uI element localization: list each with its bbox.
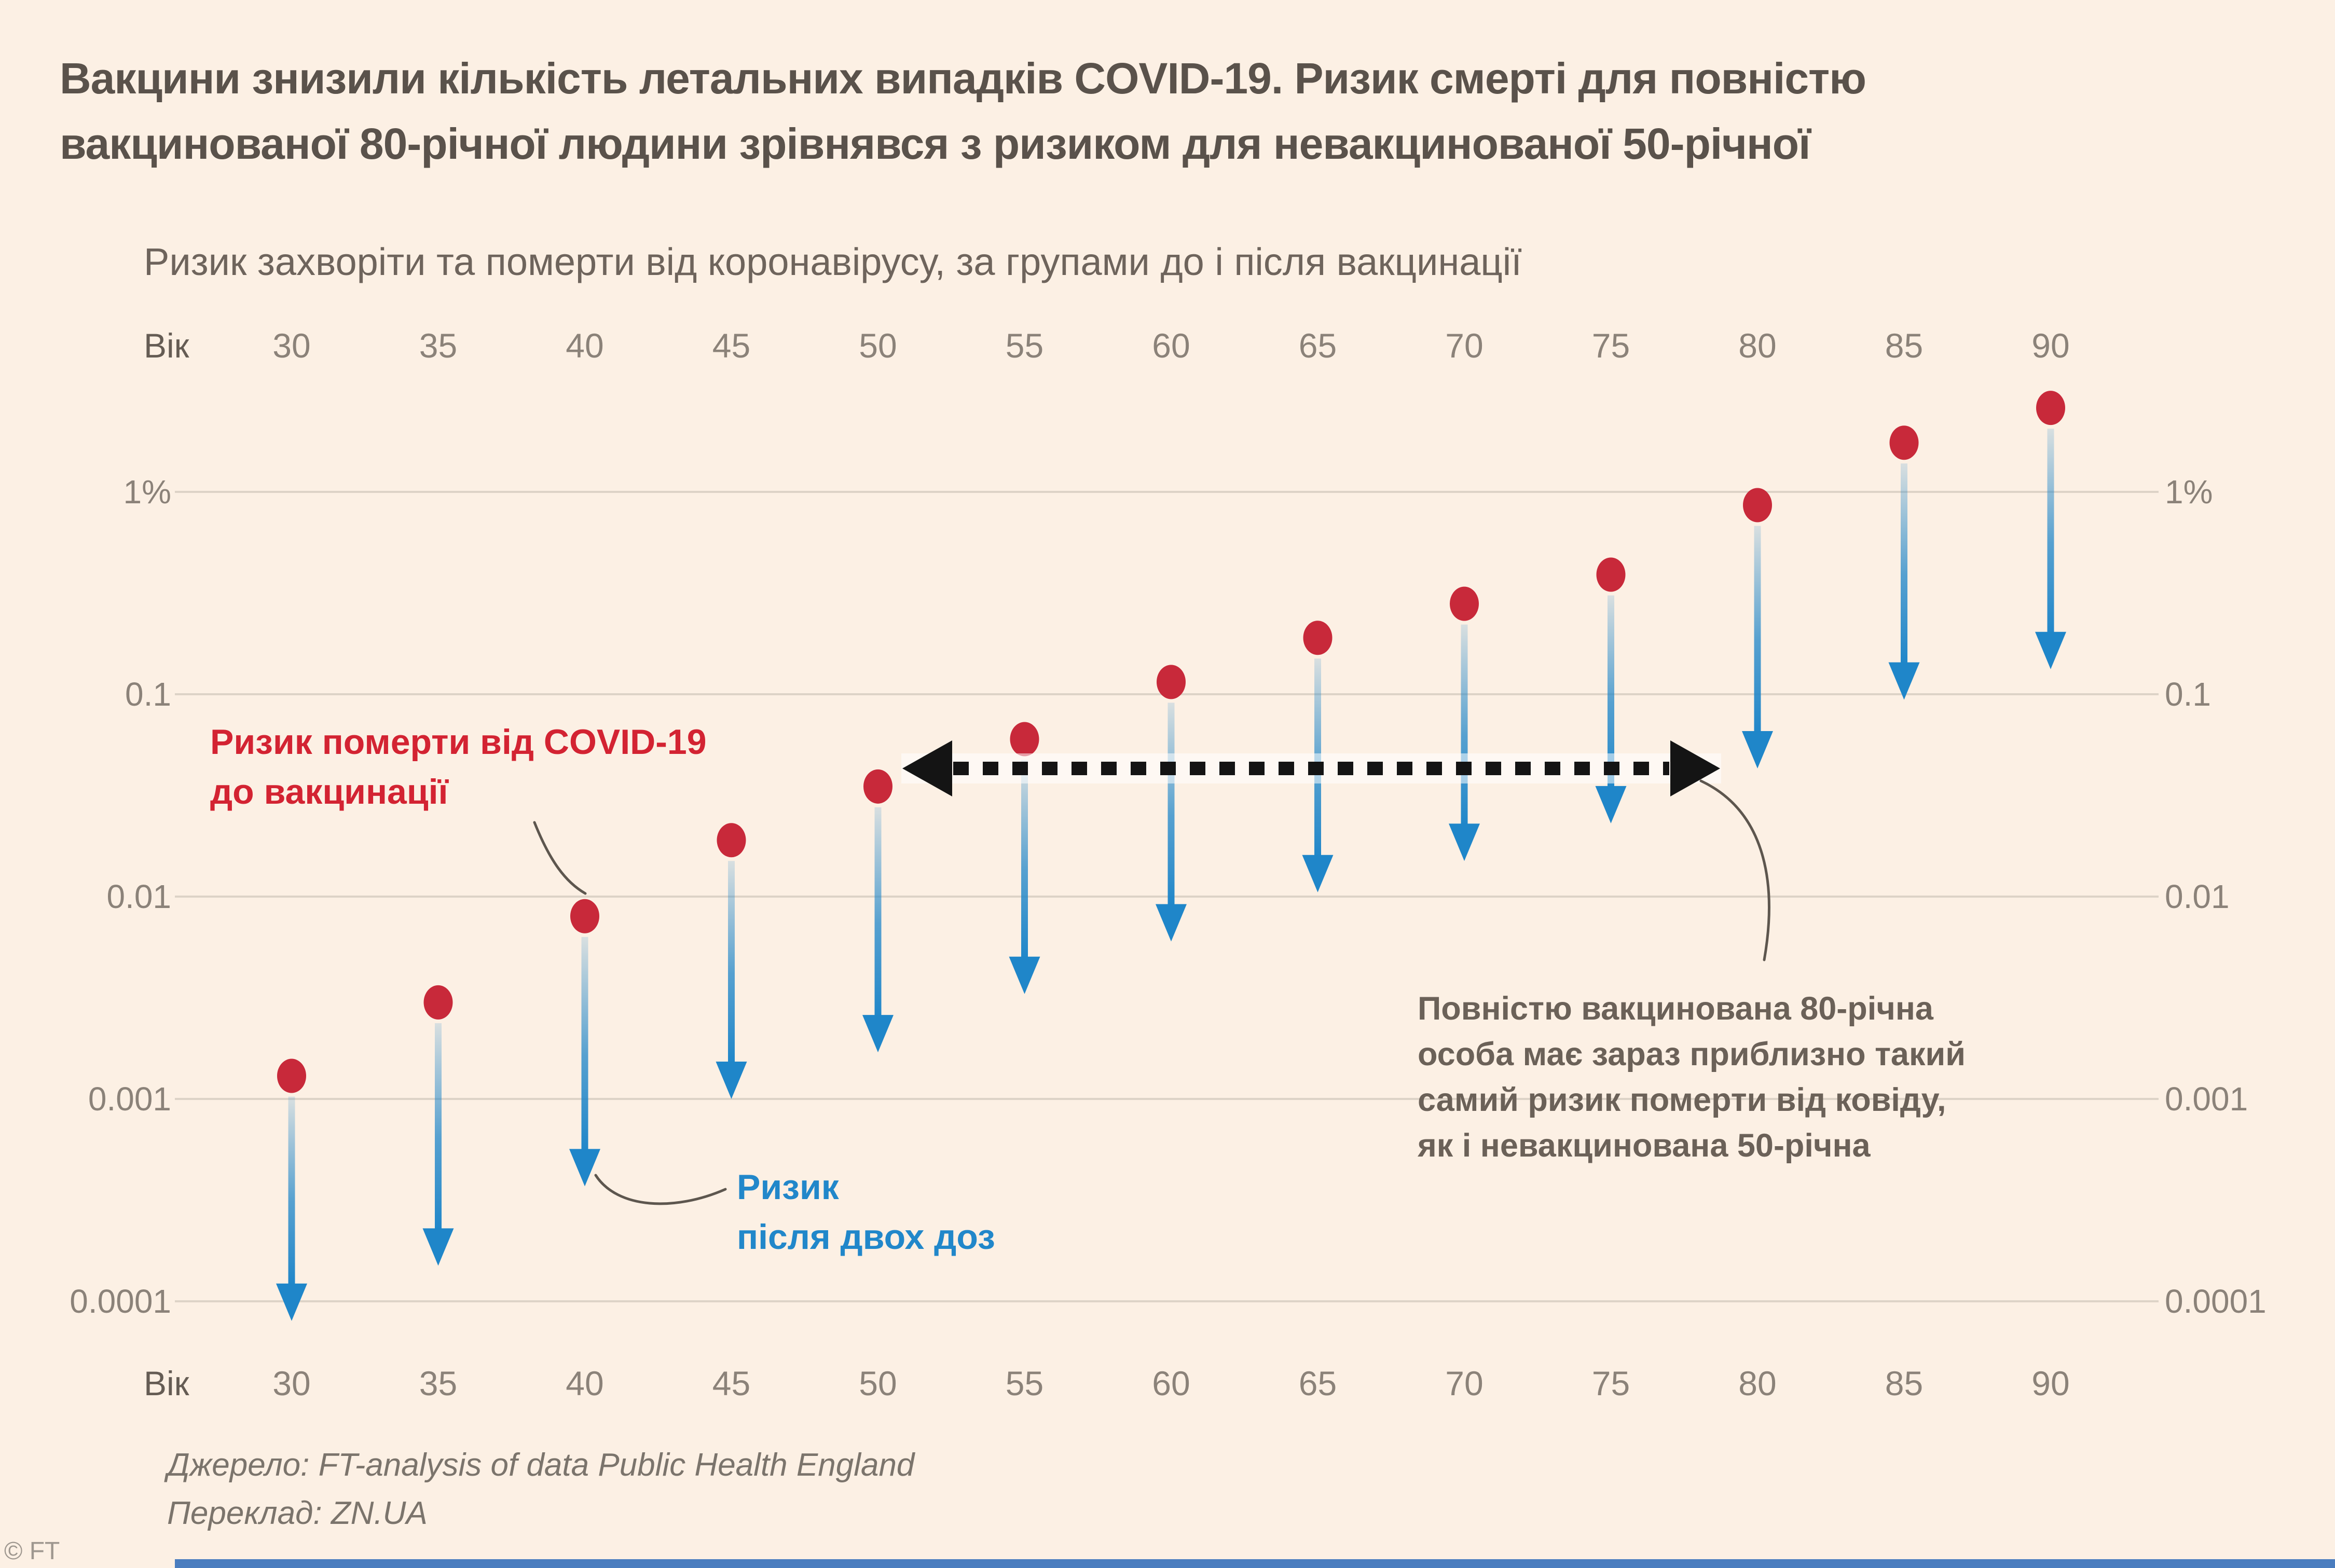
age-tick: 75 [1591,1364,1630,1402]
age-tick: 90 [2031,326,2070,365]
risk-drop-arrowhead [2035,631,2066,669]
age-tick: 40 [566,326,604,365]
age-tick: 40 [566,1364,604,1402]
risk-drop-arrow-shaft [1168,703,1175,908]
pre-vaccination-risk-dot [1743,488,1772,522]
age-tick: 85 [1885,326,1924,365]
pre-vaccination-risk-dot [717,823,746,858]
risk-drop-arrowhead [1595,786,1627,823]
risk-drop-arrowhead [1302,855,1334,892]
age-tick: 80 [1738,1364,1777,1402]
risk-drop-arrowhead [276,1283,307,1321]
age-tick: 35 [419,326,458,365]
age-tick: 55 [1005,1364,1044,1402]
risk-drop-arrowhead [1156,904,1187,942]
age-tick: 65 [1298,1364,1337,1402]
age-tick: 30 [272,1364,311,1402]
age-tick: 60 [1152,1364,1190,1402]
risk-drop-arrow-shaft [1754,526,1761,735]
series-label-after-two-doses: Ризик після двох доз [737,1167,995,1257]
y-axis-tick: 1% [123,473,172,511]
y-axis-tick: 0.1 [125,676,171,713]
age-tick: 50 [859,1364,897,1402]
y-axis-tick: 0.01 [2165,878,2230,915]
age-tick: 85 [1885,1364,1924,1402]
risk-drop-arrow-shaft [728,861,735,1065]
y-axis-tick: 0.001 [2165,1080,2248,1118]
age-tick: 90 [2031,1364,2070,1402]
pre-vaccination-risk-dot [1157,665,1186,699]
risk-drop-arrowhead [1449,823,1480,861]
age-tick: 70 [1445,1364,1484,1402]
risk-drop-arrow-shaft [435,1023,442,1232]
risk-drop-arrow-shaft [1901,463,1907,666]
y-axis-tick: 1% [2165,473,2213,511]
ft-copyright: © FT [4,1537,60,1565]
pre-vaccination-risk-dot [277,1058,306,1093]
comparison-annotation: Повністю вакцинована 80-річна особа має … [1418,991,1966,1164]
y-axis-tick: 0.1 [2165,676,2211,713]
age-tick: 60 [1152,326,1190,365]
risk-drop-arrow-shaft [581,937,588,1153]
pre-vaccination-risk-dot [863,769,892,804]
pre-vaccination-risk-dot [1450,586,1479,621]
risk-drop-arrow-shaft [288,1096,295,1287]
pre-vaccination-risk-dot [570,899,599,933]
age-tick: 80 [1738,326,1777,365]
footer-accent-bar [175,1559,2335,1568]
risk-drop-arrow-shaft [874,807,882,1019]
age-tick: 65 [1298,326,1337,365]
age-tick: 50 [859,326,897,365]
risk-drop-arrowhead [569,1149,600,1187]
pre-vaccination-risk-dot [1889,425,1919,460]
age-tick: 35 [419,1364,458,1402]
pre-vaccination-risk-dot [1010,722,1039,757]
risk-drop-arrow-shaft [1021,760,1028,960]
age-tick: 45 [712,1364,751,1402]
risk-drop-arrow-shaft [2047,429,2054,636]
age-tick: 55 [1005,326,1044,365]
risk-drop-arrow-shaft [1461,624,1468,828]
series-label-before-vaccination: Ризик померти від COVID-19 до вакцинації [210,722,707,811]
source-text: Джерело: FT-analysis of data Public Heal… [167,1447,915,1483]
age-axis-label-bottom: Вік [144,1364,189,1402]
age-tick: 75 [1591,326,1630,365]
comparison-arrowhead-right [1670,740,1720,796]
y-axis-tick: 0.01 [106,878,171,915]
pre-vaccination-risk-dot [423,985,453,1020]
y-axis-tick: 0.0001 [70,1283,171,1320]
translation-credit: Переклад: ZN.UA [167,1495,428,1531]
connector-before-label [533,821,587,895]
risk-drop-arrowhead [862,1015,894,1053]
y-axis-tick: 0.0001 [2165,1283,2267,1320]
risk-drop-arrowhead [716,1062,747,1099]
risk-drop-arrowhead [422,1228,454,1266]
y-axis-tick: 0.001 [88,1080,171,1118]
comparison-arrowhead-left [902,740,952,796]
connector-annotation [1699,779,1770,961]
pre-vaccination-risk-dot [2036,391,2065,425]
connector-after-label [594,1174,727,1205]
age-tick: 45 [712,326,751,365]
pre-vaccination-risk-dot [1303,621,1333,655]
chart-title: Вакцини знизили кількість летальних випа… [60,54,1866,168]
risk-drop-arrowhead [1742,731,1773,768]
age-tick: 70 [1445,326,1484,365]
risk-drop-arrowhead [1009,956,1040,994]
pre-vaccination-risk-dot [1596,557,1626,592]
age-axis-label-top: Вік [144,326,189,365]
risk-drop-arrow-shaft [1608,595,1614,790]
chart-subtitle: Ризик захворіти та померти від коронавір… [144,240,1522,283]
risk-drop-arrowhead [1888,662,1920,700]
age-tick: 30 [272,326,311,365]
